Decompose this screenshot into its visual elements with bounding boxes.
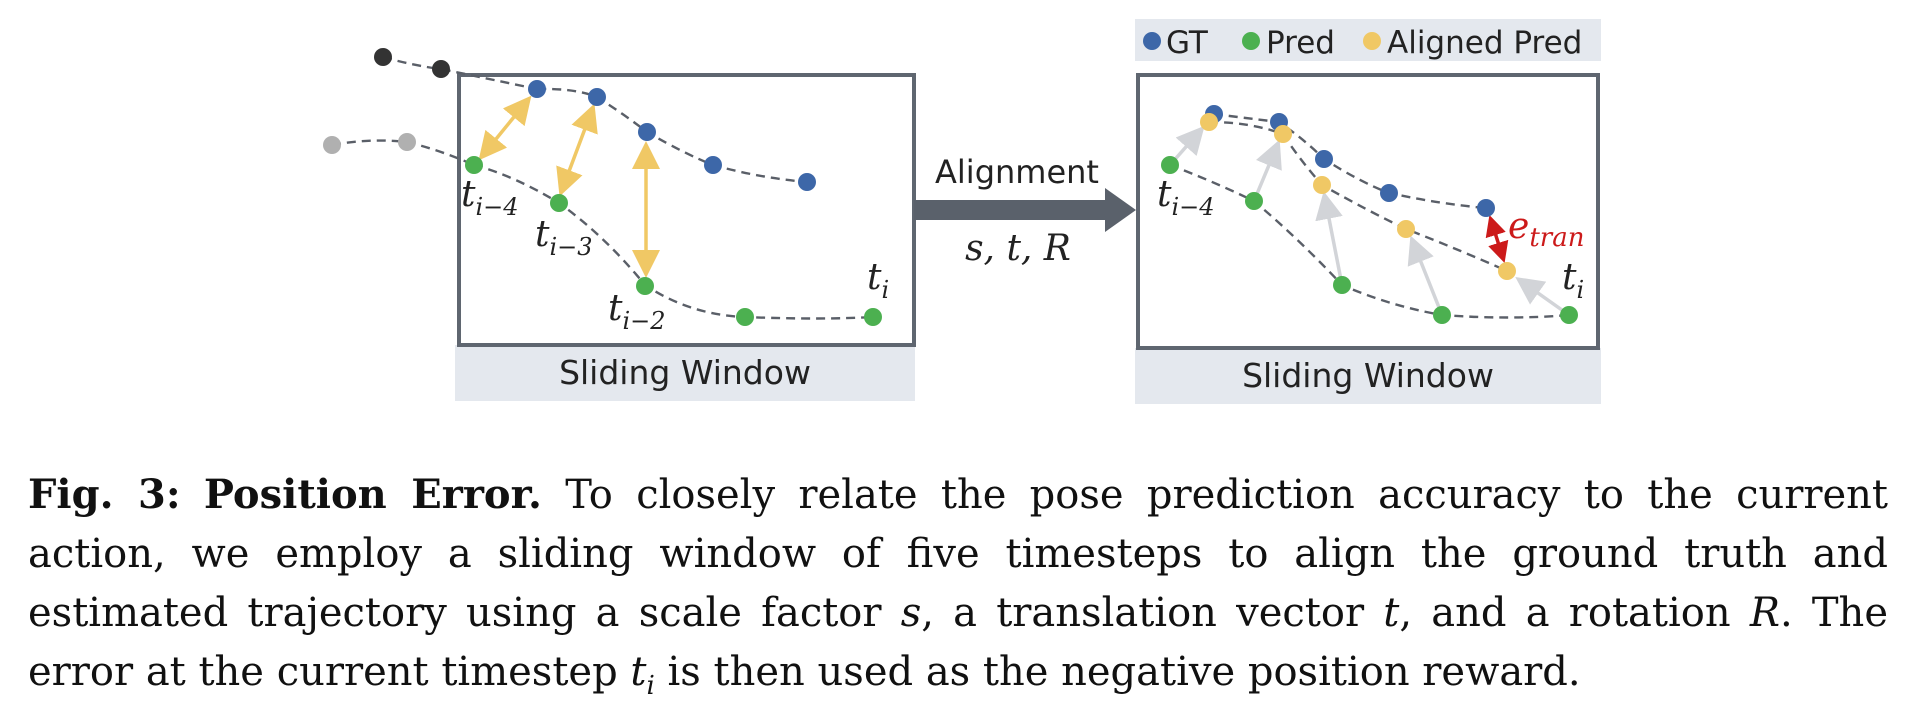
- gt-point: [528, 80, 546, 98]
- caption-var-ti: ti: [630, 649, 655, 701]
- time-label-i: ti: [867, 257, 889, 304]
- pred-point: [1433, 306, 1451, 324]
- correspondence-arrow-1: [478, 95, 532, 161]
- legend-aligned-pred-label: Aligned Pred: [1387, 25, 1582, 61]
- figure-caption: Fig. 3: Position Error. To closely relat…: [28, 465, 1888, 702]
- gt-point: [704, 156, 722, 174]
- pred-point: [636, 277, 654, 295]
- gt-point: [588, 88, 606, 106]
- past-gt-point: [374, 48, 392, 66]
- legend-gt-label: GT: [1166, 25, 1209, 61]
- legend-pred-marker: [1242, 32, 1260, 50]
- time-label-i-3: ti−3: [535, 214, 593, 261]
- legend: GT Pred Aligned Pred: [1135, 19, 1601, 61]
- caption-text-2: , a translation vector: [921, 590, 1384, 636]
- pred-point: [1333, 276, 1351, 294]
- aligned-pred-curve: [1208, 120, 1508, 273]
- gt-point: [1477, 199, 1495, 217]
- caption-var-R: R: [1749, 590, 1780, 636]
- right-panel-caption-bg: [1135, 348, 1601, 404]
- time-label-i-4: ti−4: [461, 174, 519, 221]
- time-label-i-4: ti−4: [1157, 174, 1215, 221]
- pred-point: [1245, 192, 1263, 210]
- caption-var-s: s: [900, 590, 922, 636]
- left-panel-caption-bg: [455, 345, 915, 401]
- gt-point: [1380, 184, 1398, 202]
- past-gt-point: [432, 60, 450, 78]
- time-label-i-2: ti−2: [608, 288, 666, 335]
- alignment-arrow: [914, 188, 1136, 232]
- aligned-pred-point: [1313, 176, 1331, 194]
- alignment-label: Alignment: [935, 153, 1099, 191]
- position-error-diagram: Sliding Window ti−4 ti−3 ti−2 ti: [323, 19, 1601, 404]
- legend-gt-marker: [1143, 32, 1161, 50]
- caption-heading: Position Error.: [203, 471, 542, 518]
- aligned-pred-point: [1498, 262, 1516, 280]
- gt-point: [638, 123, 656, 141]
- gt-curve-left: [536, 87, 808, 184]
- right-panel: Sliding Window ti−4: [1135, 73, 1601, 404]
- right-panel-title: Sliding Window: [1242, 356, 1494, 395]
- alignment-vector: [1252, 139, 1282, 202]
- error-arrow: [1485, 214, 1509, 264]
- left-panel-title: Sliding Window: [559, 353, 811, 392]
- aligned-pred-point: [1397, 220, 1415, 238]
- past-gt-curve: [382, 55, 538, 91]
- aligned-pred-point: [1274, 125, 1292, 143]
- pred-point: [465, 156, 483, 174]
- caption-var-t: t: [1383, 590, 1400, 636]
- aligned-pred-point: [1200, 113, 1218, 131]
- caption-text-4: . The error at the current timestep: [28, 590, 1888, 695]
- alignment-arrow-group: Alignment s, t, R: [914, 153, 1136, 269]
- correspondence-arrow-2: [556, 103, 598, 197]
- pred-point: [1161, 156, 1179, 174]
- legend-aligned-pred-marker: [1363, 32, 1381, 50]
- right-window-frame: [1136, 73, 1600, 350]
- error-label: etran: [1508, 206, 1584, 253]
- caption-fig-number: Fig. 3:: [28, 471, 181, 518]
- left-window-frame: [457, 73, 916, 347]
- alignment-params: s, t, R: [965, 228, 1071, 269]
- caption-text-1: To closely relate the pose prediction ac…: [28, 472, 1888, 636]
- pred-point: [864, 308, 882, 326]
- pred-point: [550, 194, 568, 212]
- past-pred-point: [398, 133, 416, 151]
- past-pred-point: [323, 136, 341, 154]
- left-panel: Sliding Window ti−4 ti−3 ti−2 ti: [323, 48, 916, 401]
- time-label-i: ti: [1562, 257, 1584, 304]
- caption-text-3: , and a rotation: [1399, 590, 1750, 636]
- gt-point: [1315, 150, 1333, 168]
- alignment-vector: [1407, 235, 1444, 316]
- pred-point: [1560, 306, 1578, 324]
- gt-point: [798, 173, 816, 191]
- pred-point: [736, 308, 754, 326]
- legend-pred-label: Pred: [1266, 25, 1335, 61]
- alignment-vector: [1315, 191, 1344, 286]
- alignment-vector: [1515, 276, 1571, 317]
- caption-text-5: is then used as the negative position re…: [654, 649, 1581, 695]
